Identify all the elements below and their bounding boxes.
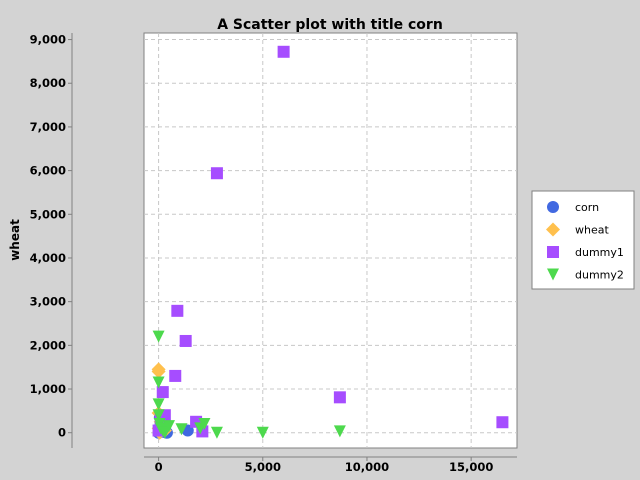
y-tick-label: 0 [58,426,66,440]
legend-label-wheat: wheat [575,224,609,237]
dummy2-point [163,420,176,433]
dummy1-point [169,369,182,382]
legend-marker-corn [547,201,559,213]
y-tick-label: 2,000 [30,338,66,352]
y-axis: 0 1,000 2,000 3,000 4,000 5,000 6,000 7,000 8,00… [30,33,73,448]
legend-marker-wheat [546,222,560,237]
dummy2-point [210,426,223,439]
dummy2-point [333,425,346,438]
y-axis-label: wheat [8,219,22,261]
dummy1-point [333,391,346,404]
wheat-point [151,364,166,379]
y-tick-label: 1,000 [30,382,66,396]
y-tick-label: 4,000 [30,251,66,265]
x-tick-label: 0 [155,460,163,474]
dummy1-point [171,304,184,317]
data-points [151,45,509,440]
dummy2-point [256,426,269,439]
dummy1-point [277,45,290,58]
y-tick-label: 5,000 [30,207,66,221]
legend-label-corn: corn [575,201,599,214]
x-axis: 0 5,000 10,000 15,000 [144,456,517,474]
dummy1-point [210,167,223,180]
legend-marker-dummy2 [547,268,559,281]
dummy2-point [152,376,165,389]
y-tick-label: 6,000 [30,164,66,178]
y-tick-label: 9,000 [30,33,66,47]
dummy1-point [156,386,169,399]
legend: corn wheat dummy1 dummy2 [531,190,635,290]
plot-area [143,32,518,449]
dummy2-point [152,409,165,422]
y-tick-label: 3,000 [30,295,66,309]
x-tick-label: 15,000 [449,460,493,474]
legend-marker-dummy1 [547,246,559,258]
dummy2-point [152,330,165,343]
chart-title: A Scatter plot with title corn [217,17,443,33]
dummy1-point [179,334,192,347]
x-tick-label: 10,000 [345,460,389,474]
y-tick-label: 8,000 [30,76,66,90]
dummy2-point [198,417,211,430]
dummy2-point [152,398,165,411]
legend-label-dummy2: dummy2 [575,269,624,282]
x-tick-label: 5,000 [245,460,281,474]
dummy1-point [496,416,509,429]
legend-label-dummy1: dummy1 [575,246,624,259]
dummy2-point [175,423,188,436]
y-tick-label: 7,000 [30,120,66,134]
